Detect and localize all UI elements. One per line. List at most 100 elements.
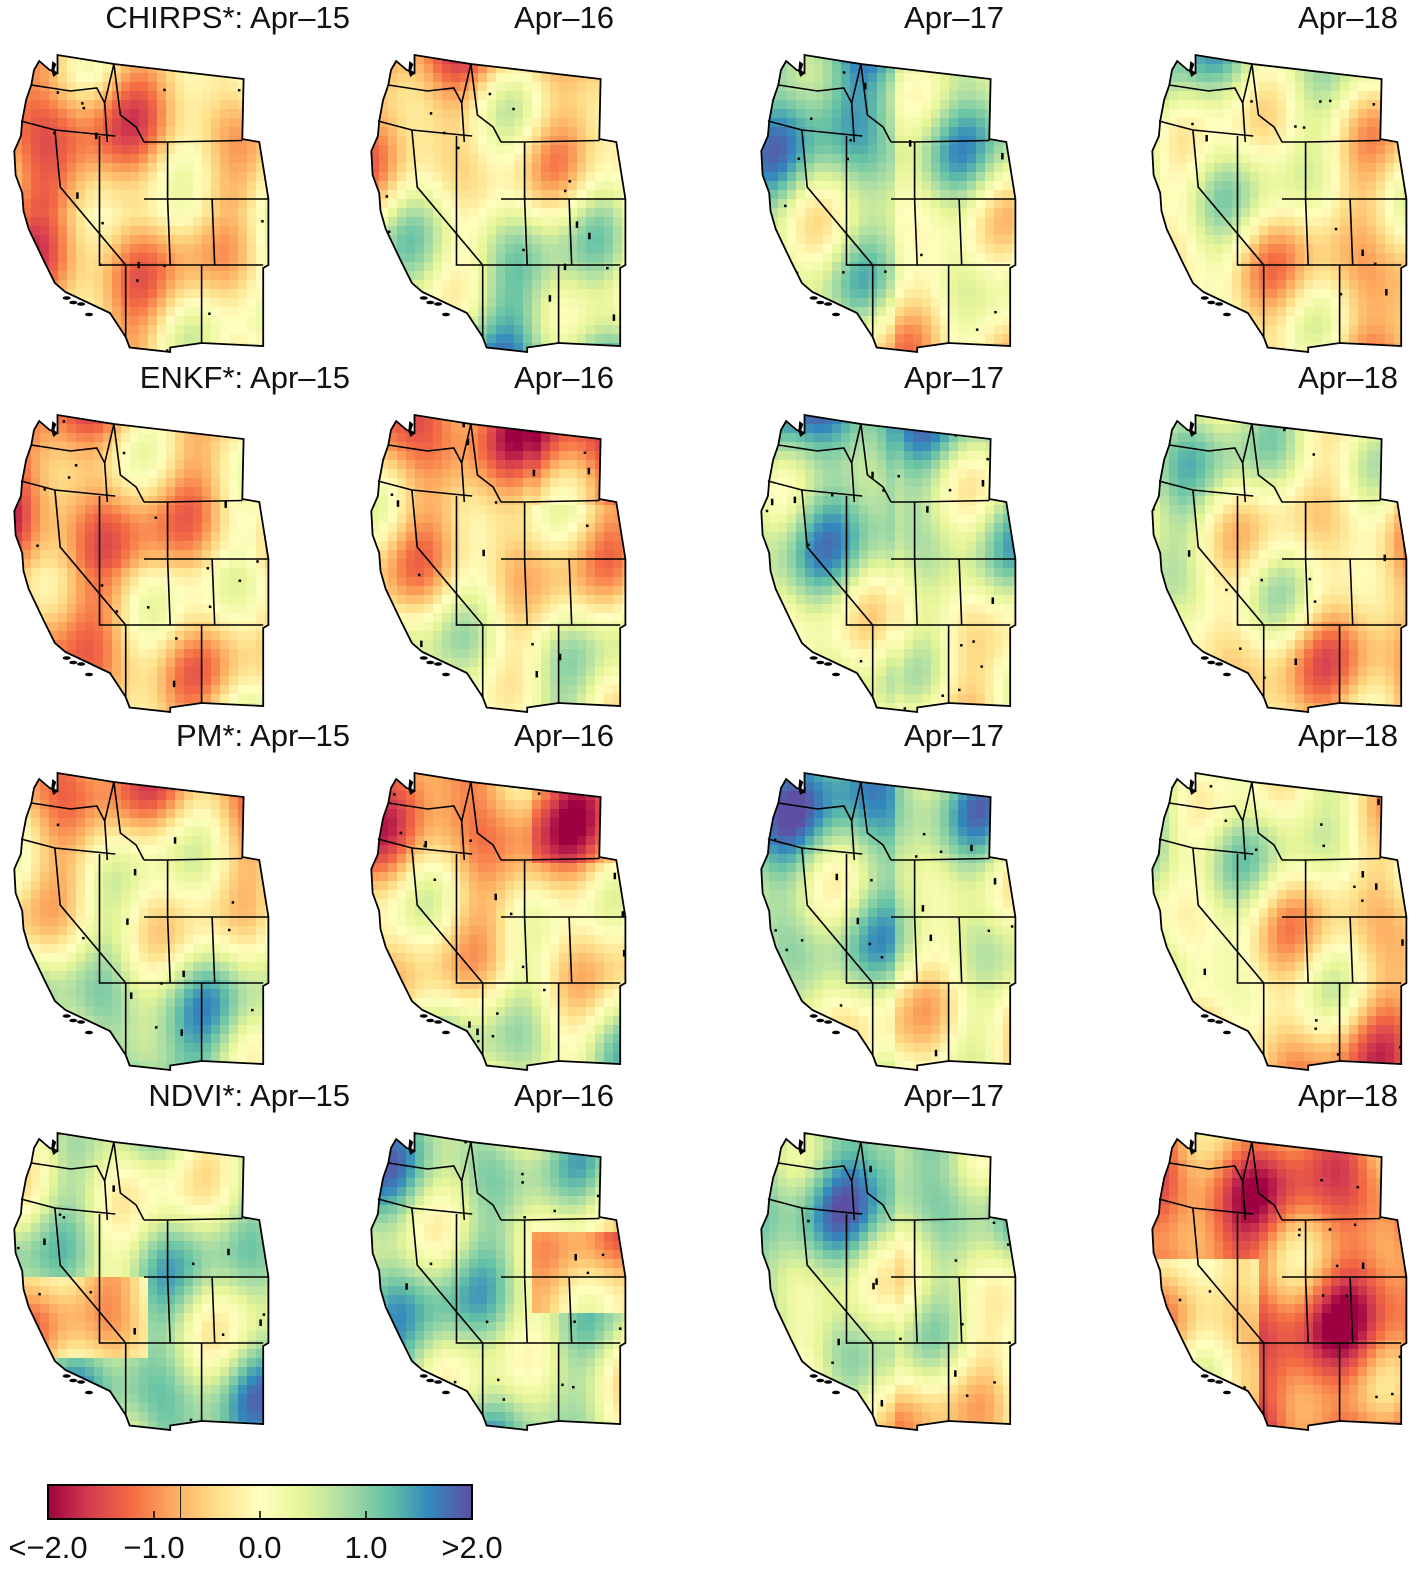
state-border (1192, 489, 1265, 697)
island (441, 672, 450, 677)
state-border (470, 1141, 502, 1221)
state-border (98, 496, 126, 626)
state-border (568, 1276, 573, 1344)
anomaly-field (14, 773, 269, 1070)
state-border (167, 499, 243, 503)
region-outline (13, 1131, 270, 1432)
state-border (524, 857, 600, 861)
island (809, 1014, 818, 1018)
island (426, 300, 435, 305)
island (831, 1390, 840, 1395)
island (77, 1380, 86, 1384)
state-border (54, 129, 127, 337)
state-border (914, 499, 990, 503)
state-border (845, 854, 873, 984)
anomaly-map (370, 1131, 627, 1432)
state-border (860, 423, 892, 503)
island (1222, 1030, 1231, 1035)
panel-title: Apr–18 (1298, 0, 1398, 35)
state-border (1251, 1141, 1283, 1221)
anomaly-field (371, 415, 626, 712)
state-border (778, 423, 862, 466)
state-border (845, 496, 873, 626)
state-border (113, 423, 145, 503)
state-border (103, 102, 109, 143)
state-border (845, 1214, 873, 1344)
anomaly-map (1151, 1131, 1408, 1432)
island (831, 1030, 840, 1035)
state-border (411, 129, 484, 337)
panel-title: Apr–18 (1298, 1078, 1398, 1113)
anomaly-map (13, 1131, 270, 1432)
state-border (850, 462, 856, 503)
island (62, 1374, 71, 1378)
island (809, 296, 818, 300)
state-border (1305, 499, 1381, 503)
anomaly-field (14, 55, 269, 352)
island (62, 1014, 71, 1018)
island (84, 672, 93, 677)
state-border (801, 1207, 874, 1415)
island (419, 296, 428, 300)
state-border (455, 1214, 483, 1344)
panel-title: Apr–16 (514, 0, 614, 35)
state-border (411, 847, 484, 1055)
panel-title: Apr–17 (904, 360, 1004, 395)
anomaly-map (1151, 53, 1408, 354)
region-outline (370, 413, 627, 714)
island (426, 660, 435, 665)
state-border (455, 136, 483, 266)
state-border (958, 916, 963, 984)
island (816, 1018, 825, 1023)
anomaly-map (370, 53, 627, 354)
state-border (1236, 854, 1264, 984)
state-border (54, 489, 127, 697)
state-border (1192, 1207, 1265, 1415)
state-border (914, 1217, 990, 1221)
anomaly-field (761, 773, 1016, 1070)
island (1215, 302, 1224, 306)
island (1207, 660, 1216, 665)
island (426, 1018, 435, 1023)
island (441, 1030, 450, 1035)
anomaly-field (14, 1133, 269, 1430)
state-border (801, 489, 874, 697)
state-border (377, 120, 473, 137)
island (441, 1390, 450, 1395)
state-border (470, 423, 502, 503)
state-border (470, 63, 502, 143)
region-outline (370, 771, 627, 1072)
panel-title: Apr–17 (904, 0, 1004, 35)
island (441, 312, 450, 317)
anomaly-map (760, 413, 1017, 714)
state-border (568, 198, 573, 266)
state-border (1305, 1217, 1381, 1221)
colorbar (47, 1484, 473, 1520)
panel-title: Apr–18 (1298, 360, 1398, 395)
state-border (113, 1141, 145, 1221)
state-border (1241, 462, 1247, 503)
anomaly-field (761, 1133, 1016, 1430)
state-border (31, 1141, 115, 1184)
state-border (1236, 496, 1264, 626)
state-border (1236, 136, 1264, 266)
state-border (167, 1217, 243, 1221)
panel-title: Apr–17 (904, 1078, 1004, 1113)
colorbar-tick-label: 1.0 (344, 1530, 388, 1565)
island (69, 1018, 78, 1023)
panel-title: ENKF*: Apr–15 (139, 360, 350, 395)
anomaly-map (1151, 413, 1408, 714)
anomaly-map (1151, 771, 1408, 1072)
state-border (958, 198, 963, 266)
colorbar-tick-label: −1.0 (123, 1530, 185, 1565)
island (816, 300, 825, 305)
state-border (377, 838, 473, 855)
state-border (98, 854, 126, 984)
state-border (1236, 1214, 1264, 1344)
state-border (850, 1180, 856, 1221)
island (1200, 1014, 1209, 1018)
anomaly-map (13, 53, 270, 354)
island (434, 302, 443, 306)
state-border (1192, 847, 1265, 1055)
